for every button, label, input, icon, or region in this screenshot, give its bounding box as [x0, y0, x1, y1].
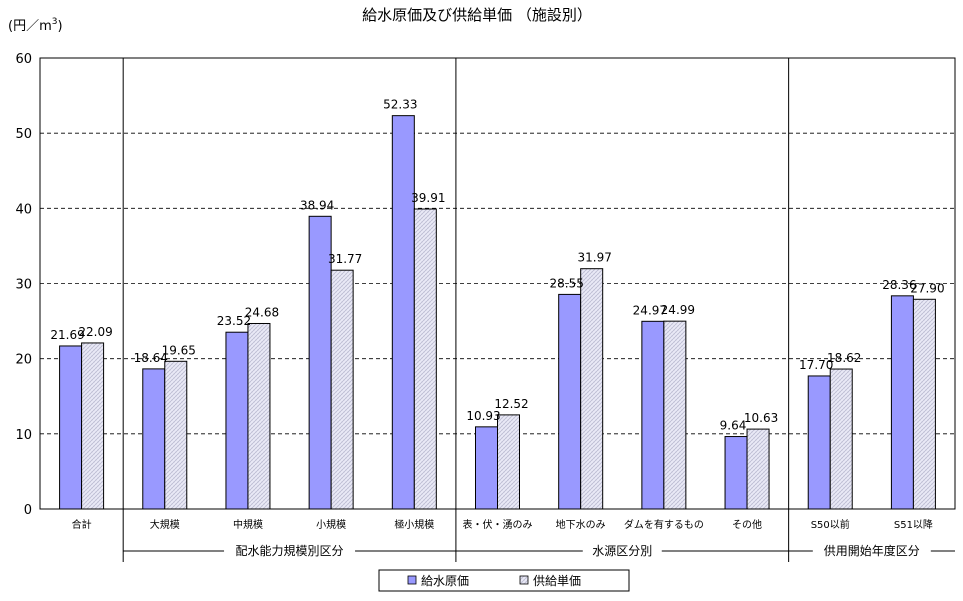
data-label: 31.77	[328, 252, 362, 266]
data-label: 19.65	[162, 343, 196, 357]
bar-water-cost	[142, 368, 166, 510]
x-tick-label: 地下水のみ	[556, 518, 606, 531]
x-tick-label: 合計	[72, 518, 92, 531]
data-label: 28.36	[882, 278, 916, 292]
y-axis-label-close: )	[57, 19, 62, 34]
axes: 0 10 20 30 40 50 60 合計 大規模 中規模 小規模 極小規模 表・伏・湧のみ 地下水のみ…	[15, 52, 956, 562]
group-label-bg	[582, 542, 662, 558]
bar-water-cost	[391, 115, 415, 510]
data-label: 22.09	[78, 325, 112, 339]
y-tick-label: 10	[15, 428, 32, 443]
bar-supply-price	[580, 268, 604, 510]
bar-supply-price	[497, 414, 520, 510]
x-tick-label: 極小規模	[394, 518, 434, 531]
bar-supply-price	[829, 368, 853, 510]
legend-swatch	[407, 575, 417, 585]
y-axis-label-text: (円／m	[8, 19, 52, 34]
data-label: 10.63	[744, 411, 778, 425]
y-tick-label: 30	[15, 278, 32, 293]
bar-water-cost	[59, 345, 83, 510]
bar-water-cost	[807, 375, 831, 510]
bar-supply-price	[247, 322, 271, 510]
group-label: 供用開始年度区分	[824, 543, 920, 558]
y-tick-label: 60	[15, 52, 32, 67]
y-axis-label: (円／m3)	[8, 17, 63, 34]
bar-water-cost	[225, 331, 249, 510]
group-label: 配水能力規模別区分	[236, 543, 344, 558]
bar-supply-price	[330, 269, 354, 510]
data-label: 52.33	[383, 98, 417, 112]
bar-water-cost	[558, 293, 582, 510]
data-label: 38.94	[300, 198, 334, 212]
bar-supply-price	[81, 342, 105, 510]
data-label: 24.99	[661, 303, 695, 317]
data-label: 12.52	[494, 397, 528, 411]
group-label: 水源区分別	[592, 544, 652, 558]
legend-label: 給水原価	[421, 574, 469, 588]
data-label: 28.55	[550, 276, 584, 290]
data-label: 23.52	[217, 314, 251, 328]
bar-supply-price	[413, 208, 437, 510]
group-label-bg	[812, 542, 931, 558]
data-label: 18.62	[827, 351, 861, 365]
y-tick-label: 50	[15, 127, 32, 142]
data-label: 10.93	[466, 409, 500, 423]
legend: 給水原価 供給単価	[378, 569, 630, 592]
data-label: 9.64	[720, 419, 747, 433]
x-tick-label: ダムを有するもの	[624, 518, 704, 531]
group-label-bg	[224, 542, 356, 558]
y-tick-label: 0	[24, 503, 32, 518]
x-tick-label: S50以前	[811, 518, 850, 531]
bar-water-cost	[890, 295, 914, 510]
y-tick-label: 40	[15, 202, 32, 217]
data-label: 24.97	[633, 303, 667, 317]
bar-supply-price	[746, 428, 770, 510]
x-tick-label: S51以降	[894, 518, 933, 531]
x-tick-label: 中規模	[233, 518, 263, 531]
bar-water-cost	[724, 436, 748, 510]
data-label: 17.70	[799, 358, 833, 372]
bars	[59, 115, 936, 510]
legend-label: 供給単価	[533, 574, 581, 588]
data-label: 39.91	[411, 191, 445, 205]
data-label: 31.97	[578, 251, 612, 265]
legend-box	[378, 569, 630, 592]
bar-supply-price	[663, 320, 687, 510]
x-tick-label: 大規模	[150, 518, 180, 531]
data-label: 21.69	[50, 328, 84, 342]
data-label: 24.68	[245, 305, 279, 319]
bar-supply-price	[912, 298, 936, 510]
bar-supply-price	[164, 360, 188, 510]
bar-water-cost	[641, 320, 665, 510]
plot-frame	[39, 57, 956, 510]
bar-water-cost	[475, 426, 498, 510]
data-label: 27.90	[910, 281, 944, 295]
data-label: 18.64	[134, 351, 168, 365]
x-tick-label: 小規模	[316, 519, 346, 531]
x-tick-label: その他	[732, 518, 762, 531]
chart-title: 給水原価及び供給単価 （施設別）	[362, 6, 592, 24]
x-tick-label: 表・伏・湧のみ	[463, 518, 533, 531]
legend-swatch	[519, 575, 529, 585]
y-axis-label-superscript: 3	[52, 17, 58, 27]
y-tick-label: 20	[15, 353, 32, 368]
